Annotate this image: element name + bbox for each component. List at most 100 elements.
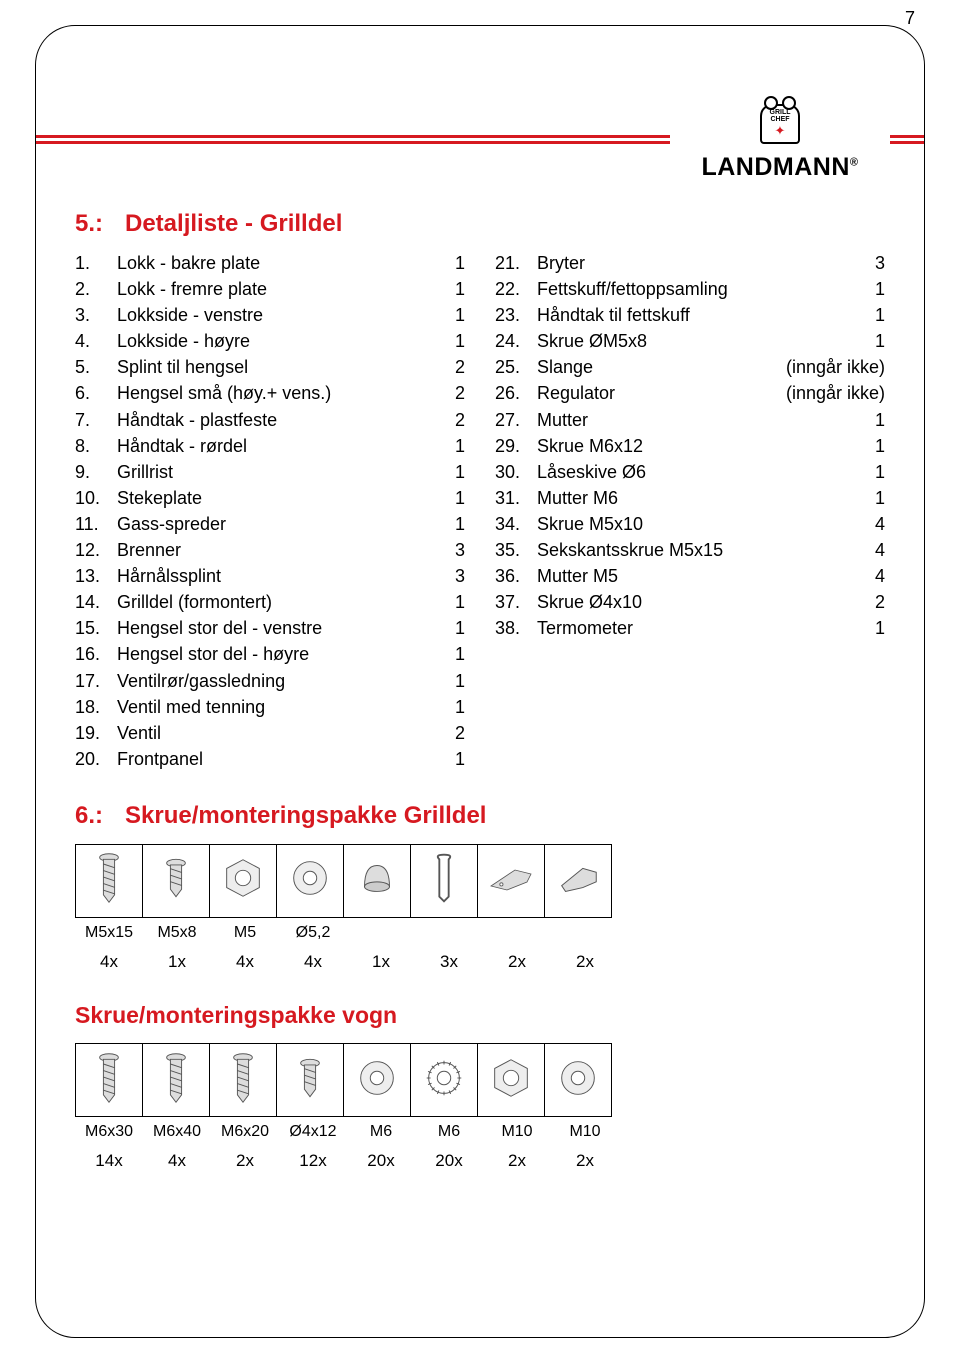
list-item: 11.Gass-spreder1 bbox=[75, 511, 465, 537]
list-item: 2.Lokk - fremre plate1 bbox=[75, 276, 465, 302]
hardware-icon bbox=[76, 844, 143, 917]
list-item: 31.Mutter M61 bbox=[495, 485, 885, 511]
list-item: 7.Håndtak - plastfeste2 bbox=[75, 407, 465, 433]
list-item: 12.Brenner3 bbox=[75, 537, 465, 563]
list-item: 27.Mutter1 bbox=[495, 407, 885, 433]
list-item: 15.Hengsel stor del - venstre1 bbox=[75, 615, 465, 641]
hardware-qty: 2x bbox=[551, 952, 619, 972]
list-item: 23.Håndtak til fettskuff1 bbox=[495, 302, 885, 328]
hardware-qty: 4x bbox=[211, 952, 279, 972]
grill-chef-icon: GRILLCHEF ✦ bbox=[760, 104, 800, 144]
hardware-label: M10 bbox=[551, 1123, 619, 1141]
list-item: 1.Lokk - bakre plate1 bbox=[75, 250, 465, 276]
section5-title: 5.:Detaljliste - Grilldel bbox=[75, 210, 885, 238]
hardware-icon bbox=[478, 844, 545, 917]
hardware-qty: 4x bbox=[143, 1151, 211, 1171]
hardware-icon bbox=[411, 1044, 478, 1117]
hardware-qty: 20x bbox=[415, 1151, 483, 1171]
list-item: 13.Hårnålssplint3 bbox=[75, 563, 465, 589]
parts-list-left: 1.Lokk - bakre plate12.Lokk - fremre pla… bbox=[75, 250, 465, 772]
hardware-label bbox=[483, 924, 551, 942]
hardware-qty: 2x bbox=[483, 1151, 551, 1171]
hardware-label bbox=[347, 924, 415, 942]
list-item: 6.Hengsel små (høy.+ vens.)2 bbox=[75, 380, 465, 406]
brand-name: LANDMANN® bbox=[680, 153, 880, 182]
hardware-label bbox=[415, 924, 483, 942]
brand-logo: GRILLCHEF ✦ LANDMANN® bbox=[670, 100, 890, 186]
hardware1-labels: M5x15M5x8M5Ø5,2 bbox=[75, 924, 885, 942]
list-item: 17.Ventilrør/gassledning1 bbox=[75, 668, 465, 694]
list-item: 24.Skrue ØM5x81 bbox=[495, 328, 885, 354]
hardware-qty: 2x bbox=[483, 952, 551, 972]
hardware-qty: 2x bbox=[551, 1151, 619, 1171]
list-item: 16.Hengsel stor del - høyre1 bbox=[75, 641, 465, 667]
list-item: 25.Slange(inngår ikke) bbox=[495, 354, 885, 380]
hardware-label: M6x40 bbox=[143, 1123, 211, 1141]
hardware-qty: 1x bbox=[143, 952, 211, 972]
list-item: 4.Lokkside - høyre1 bbox=[75, 328, 465, 354]
hardware-icon bbox=[344, 844, 411, 917]
hardware-icon bbox=[478, 1044, 545, 1117]
list-item: 3.Lokkside - venstre1 bbox=[75, 302, 465, 328]
hardware-label: M5x8 bbox=[143, 924, 211, 942]
hardware-icon bbox=[344, 1044, 411, 1117]
list-item: 19.Ventil2 bbox=[75, 720, 465, 746]
section6-title: 6.:Skrue/monteringspakke Grilldel bbox=[75, 802, 885, 830]
list-item: 34.Skrue M5x104 bbox=[495, 511, 885, 537]
hardware-table-grill bbox=[75, 844, 612, 918]
hardware-icon bbox=[210, 1044, 277, 1117]
list-item: 29.Skrue M6x121 bbox=[495, 433, 885, 459]
hardware-label: M5 bbox=[211, 924, 279, 942]
list-item: 35.Sekskantsskrue M5x154 bbox=[495, 537, 885, 563]
hardware-icon bbox=[76, 1044, 143, 1117]
parts-list-right: 21.Bryter322.Fettskuff/fettoppsamling123… bbox=[495, 250, 885, 772]
list-item: 26.Regulator(inngår ikke) bbox=[495, 380, 885, 406]
hardware-icon bbox=[210, 844, 277, 917]
list-item: 36.Mutter M54 bbox=[495, 563, 885, 589]
list-item: 5.Splint til hengsel2 bbox=[75, 354, 465, 380]
hardware-qty: 3x bbox=[415, 952, 483, 972]
hardware2-qtys: 14x4x2x12x20x20x2x2x bbox=[75, 1151, 885, 1171]
hardware-qty: 4x bbox=[75, 952, 143, 972]
hardware1-qtys: 4x1x4x4x1x3x2x2x bbox=[75, 952, 885, 972]
hardware-icon bbox=[545, 844, 612, 917]
hardware-label bbox=[551, 924, 619, 942]
list-item: 8.Håndtak - rørdel1 bbox=[75, 433, 465, 459]
page-number: 7 bbox=[905, 8, 915, 29]
list-item: 18.Ventil med tenning1 bbox=[75, 694, 465, 720]
hardware-qty: 14x bbox=[75, 1151, 143, 1171]
hardware-qty: 12x bbox=[279, 1151, 347, 1171]
parts-list-columns: 1.Lokk - bakre plate12.Lokk - fremre pla… bbox=[75, 250, 885, 772]
hardware-qty: 20x bbox=[347, 1151, 415, 1171]
list-item: 37.Skrue Ø4x102 bbox=[495, 589, 885, 615]
hardware-qty: 2x bbox=[211, 1151, 279, 1171]
list-item: 38.Termometer1 bbox=[495, 615, 885, 641]
list-item: 22.Fettskuff/fettoppsamling1 bbox=[495, 276, 885, 302]
list-item: 30.Låseskive Ø61 bbox=[495, 459, 885, 485]
hardware2-labels: M6x30M6x40M6x20Ø4x12M6M6M10M10 bbox=[75, 1123, 885, 1141]
hardware-label: M6x20 bbox=[211, 1123, 279, 1141]
hardware-label: Ø5,2 bbox=[279, 924, 347, 942]
sub-section-title: Skrue/monteringspakke vogn bbox=[75, 1002, 885, 1030]
hardware-label: M5x15 bbox=[75, 924, 143, 942]
hardware-icon bbox=[277, 1044, 344, 1117]
hardware-label: Ø4x12 bbox=[279, 1123, 347, 1141]
list-item: 9.Grillrist1 bbox=[75, 459, 465, 485]
hardware-label: M6 bbox=[347, 1123, 415, 1141]
hardware-qty: 4x bbox=[279, 952, 347, 972]
hardware-icon bbox=[545, 1044, 612, 1117]
list-item: 21.Bryter3 bbox=[495, 250, 885, 276]
hardware-icon bbox=[143, 1044, 210, 1117]
hardware-label: M10 bbox=[483, 1123, 551, 1141]
hardware-icon bbox=[411, 844, 478, 917]
hardware-icon bbox=[143, 844, 210, 917]
hardware-qty: 1x bbox=[347, 952, 415, 972]
hardware-label: M6 bbox=[415, 1123, 483, 1141]
hardware-table-vogn bbox=[75, 1043, 612, 1117]
hardware-label: M6x30 bbox=[75, 1123, 143, 1141]
maple-leaf-icon: ✦ bbox=[775, 123, 786, 139]
list-item: 10.Stekeplate1 bbox=[75, 485, 465, 511]
list-item: 14.Grilldel (formontert)1 bbox=[75, 589, 465, 615]
list-item: 20.Frontpanel1 bbox=[75, 746, 465, 772]
hardware-icon bbox=[277, 844, 344, 917]
